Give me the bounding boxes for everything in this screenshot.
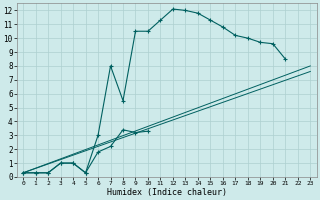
X-axis label: Humidex (Indice chaleur): Humidex (Indice chaleur) [107, 188, 227, 197]
